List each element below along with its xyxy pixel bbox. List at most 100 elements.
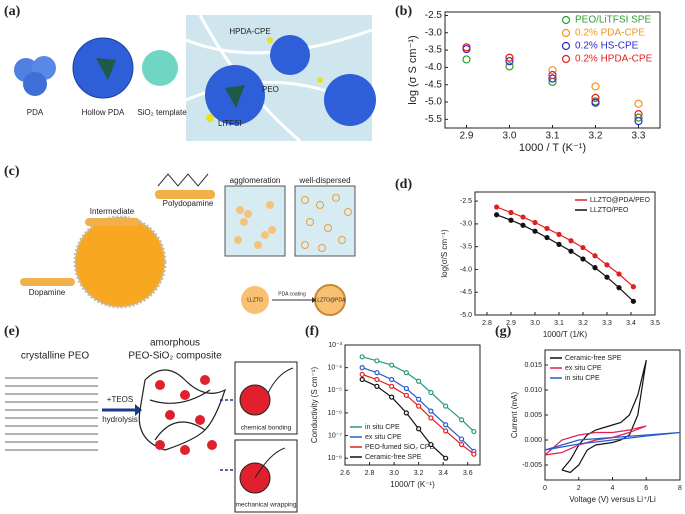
y-axis-label: log (σ S cm⁻¹) bbox=[407, 35, 419, 104]
illustration-e: crystalline PEO +TEOS hydrolysis amorpho… bbox=[5, 338, 298, 513]
series-line bbox=[561, 359, 647, 474]
legend-swatch bbox=[561, 54, 571, 64]
legend-swatch bbox=[561, 15, 571, 25]
data-point bbox=[544, 234, 550, 241]
label: well-dispersed bbox=[298, 176, 350, 185]
data-point bbox=[634, 113, 643, 122]
data-point bbox=[389, 383, 395, 389]
panel-label: (c) bbox=[4, 164, 20, 179]
data-point bbox=[508, 217, 514, 223]
data-point bbox=[508, 209, 514, 216]
label: PEO bbox=[262, 85, 279, 94]
legend-label: LLZTO/PEO bbox=[590, 207, 629, 214]
data-point bbox=[389, 394, 395, 400]
data-point bbox=[462, 43, 471, 52]
legend-label: 0.2% PDA-CPE bbox=[575, 28, 645, 39]
label: PEO-SiO₂ composite bbox=[128, 351, 222, 362]
data-point bbox=[520, 222, 526, 228]
x-axis-label: 1000/T (1/K) bbox=[543, 330, 588, 339]
legend-label: 0.2% HPDA-CPE bbox=[575, 54, 653, 65]
data-point bbox=[634, 99, 643, 108]
legend-label: in situ CPE bbox=[365, 424, 400, 431]
data-point bbox=[604, 262, 610, 268]
y-tick-label: -5.0 bbox=[425, 97, 443, 108]
label: +TEOS bbox=[107, 395, 133, 404]
data-point bbox=[374, 370, 380, 376]
data-point bbox=[505, 53, 514, 62]
illustration-c: Intermediate Polydopamine Dopamine agglo… bbox=[20, 173, 356, 316]
data-point bbox=[591, 98, 600, 107]
y-axis-label: log(σ/S cm⁻¹) bbox=[440, 229, 449, 278]
panel-label: (d) bbox=[395, 177, 412, 192]
x-tick-label: 2.9 bbox=[460, 131, 474, 142]
data-point bbox=[374, 376, 380, 383]
data-point bbox=[458, 436, 465, 442]
data-point bbox=[591, 93, 600, 102]
x-axis-label: 1000 / T (K⁻¹) bbox=[519, 142, 586, 154]
y-tick-label: 10⁻⁴ bbox=[328, 364, 343, 371]
y-axis-label: Conductivity (S cm⁻¹) bbox=[310, 367, 319, 444]
x-tick-label: 3.3 bbox=[602, 320, 612, 327]
illustration-a: PDA Hollow PDA SiO₂ template HPDA-CPE PE… bbox=[14, 14, 376, 143]
y-tick-label: -2.5 bbox=[460, 198, 472, 205]
x-tick-label: 2 bbox=[577, 485, 581, 492]
label: HPDA-CPE bbox=[229, 27, 270, 36]
y-tick-label: 0.010 bbox=[524, 387, 542, 394]
data-point bbox=[458, 441, 465, 448]
data-point bbox=[532, 228, 538, 234]
y-tick-label: -3.5 bbox=[460, 244, 472, 251]
data-point bbox=[443, 455, 449, 461]
x-tick-label: 3.0 bbox=[530, 320, 540, 327]
y-tick-label: -5.5 bbox=[425, 114, 443, 125]
series-line bbox=[362, 356, 475, 433]
data-point bbox=[630, 298, 637, 304]
data-point bbox=[359, 371, 365, 378]
y-tick-label: 10⁻⁸ bbox=[328, 455, 342, 462]
x-tick-label: 6 bbox=[644, 485, 648, 492]
label: Hollow PDA bbox=[82, 108, 125, 117]
x-tick-label: 2.9 bbox=[506, 320, 516, 327]
x-axis-label: 1000/T (K⁻¹) bbox=[390, 480, 435, 489]
series-line bbox=[496, 206, 634, 288]
legend-label: in situ CPE bbox=[565, 375, 600, 382]
plot-frame bbox=[474, 191, 656, 316]
x-tick-label: 3.6 bbox=[463, 470, 473, 477]
data-point bbox=[604, 274, 610, 280]
y-tick-label: -5.0 bbox=[460, 312, 472, 319]
data-point bbox=[556, 231, 562, 237]
y-tick-label: 10⁻⁷ bbox=[328, 432, 342, 439]
data-point bbox=[462, 55, 471, 64]
data-point bbox=[416, 378, 422, 384]
data-point bbox=[494, 204, 500, 210]
legend-label: PEO-fumed SiO₂ CPE bbox=[365, 444, 435, 451]
y-tick-label: 10⁻³ bbox=[328, 342, 342, 349]
x-tick-label: 2.8 bbox=[365, 470, 375, 477]
legend-label: Ceramic-free SPE bbox=[565, 355, 622, 362]
data-point bbox=[568, 238, 574, 244]
x-tick-label: 3.2 bbox=[414, 470, 424, 477]
label: LLZTO@PDA bbox=[315, 297, 346, 303]
data-point bbox=[548, 66, 557, 75]
x-tick-label: 3.0 bbox=[389, 470, 399, 477]
label: hydrolysis bbox=[102, 415, 138, 424]
data-point bbox=[403, 385, 409, 392]
x-tick-label: 3.4 bbox=[438, 470, 448, 477]
series-line bbox=[544, 425, 647, 456]
data-point bbox=[359, 354, 365, 360]
data-point bbox=[403, 370, 409, 376]
y-tick-label: 10⁻⁵ bbox=[328, 387, 342, 394]
data-point bbox=[416, 426, 422, 432]
data-point bbox=[416, 403, 422, 409]
label: SiO₂ template bbox=[137, 108, 187, 117]
data-point bbox=[443, 422, 449, 428]
x-tick-label: 0 bbox=[543, 485, 547, 492]
label: PDA bbox=[27, 108, 44, 117]
x-tick-label: 3.2 bbox=[589, 131, 603, 142]
data-point bbox=[616, 271, 622, 277]
x-tick-label: 4 bbox=[611, 485, 615, 492]
legend-label: ex situ CPE bbox=[365, 434, 402, 441]
x-axis-label: Voltage (V) versus Li⁺/Li bbox=[569, 495, 656, 504]
data-point bbox=[532, 219, 538, 226]
data-point bbox=[374, 358, 380, 364]
